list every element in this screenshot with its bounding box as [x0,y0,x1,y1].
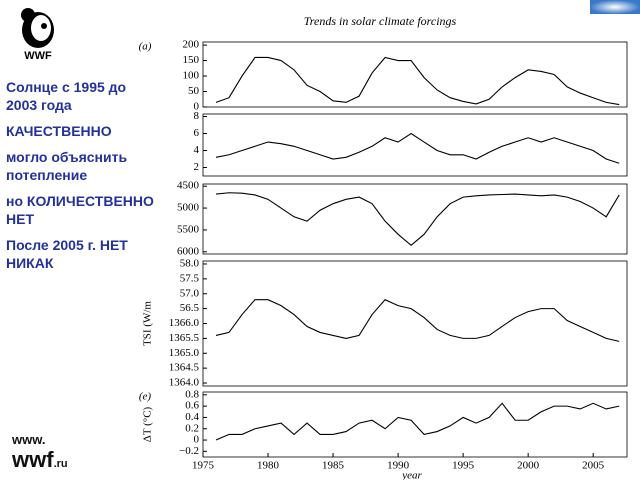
y-tick-label: 1364.0 [169,377,200,389]
panel-label: (a) [139,41,152,53]
panel-frame [202,41,628,108]
y-tick-label: 200 [183,39,200,51]
x-tick-label: 1980 [257,460,280,472]
x-tick-label: 1990 [387,460,410,472]
y-tick-label: 1365.0 [169,347,200,359]
x-tick-label: 2005 [582,460,605,472]
sidebar: Солнце с 1995 до 2003 года КАЧЕСТВЕННО м… [6,78,158,280]
footer-text: www. [12,432,46,447]
y-tick-label: 0 [194,434,200,446]
y-tick-label: 150 [183,54,200,66]
y-tick-label: 5000 [177,202,200,214]
x-tick-label: 1975 [192,460,215,472]
sidebar-text: могло объяснить потепление [6,149,128,183]
panel-frame [202,391,628,458]
y-tick-label: 58.0 [180,258,200,270]
footer-text: wwf [12,447,54,472]
y-tick-label: 57.0 [180,287,200,299]
y-axis-label: TSI (W/m [142,301,154,346]
x-tick-label: 1985 [322,460,345,472]
sidebar-text: После 2005 г. НЕТ НИКАК [6,237,128,271]
panel-frame [202,113,628,177]
panel-frame [202,183,628,255]
y-tick-label: 0.2 [185,422,199,434]
y-tick-label: 0.6 [185,400,199,412]
series-line [215,402,620,441]
y-tick-label: 6 [194,127,200,139]
logo-text: WWF [24,50,52,62]
y-tick-label: −0.2 [179,445,199,457]
x-tick-label: 2000 [517,460,540,472]
x-tick-label: 1995 [452,460,475,472]
sidebar-text: Солнце с 1995 до 2003 года [6,79,127,113]
y-tick-label: 6000 [177,245,200,257]
footer-logo: www. wwf.ru [12,432,68,473]
y-tick-label: 100 [183,70,200,82]
panel-label: (e) [139,391,152,403]
y-tick-label: 1366.0 [169,317,200,329]
corner-glow [590,0,640,14]
y-tick-label: 2 [194,161,200,173]
series-line [215,132,620,164]
figure-title: Trends in solar climate forcings [304,14,457,28]
panda-logo [21,8,54,48]
panel-frame [202,260,628,387]
sidebar-text: но КОЛИЧЕСТВЕННО НЕТ [6,193,154,227]
series-line [215,192,620,246]
y-tick-label: 0 [194,101,200,113]
y-tick-label: 57.5 [180,272,200,284]
y-tick-label: 1364.5 [169,362,200,374]
y-tick-label: 56.5 [180,302,200,314]
y-tick-label: 1365.5 [169,332,200,344]
series-line [215,299,620,342]
y-tick-label: 5500 [177,223,200,235]
y-axis-label: ΔT (°C) [142,406,154,442]
y-tick-label: 50 [188,85,200,97]
y-tick-label: 0.4 [185,411,199,423]
y-tick-label: 4500 [177,180,200,192]
footer-text: .ru [53,458,68,470]
y-tick-label: 0.8 [185,388,199,400]
y-tick-label: 8 [194,110,200,122]
y-tick-label: 4 [194,144,200,156]
sidebar-text: КАЧЕСТВЕННО [6,123,112,139]
x-axis-label: year [401,470,422,480]
series-line [215,56,620,106]
